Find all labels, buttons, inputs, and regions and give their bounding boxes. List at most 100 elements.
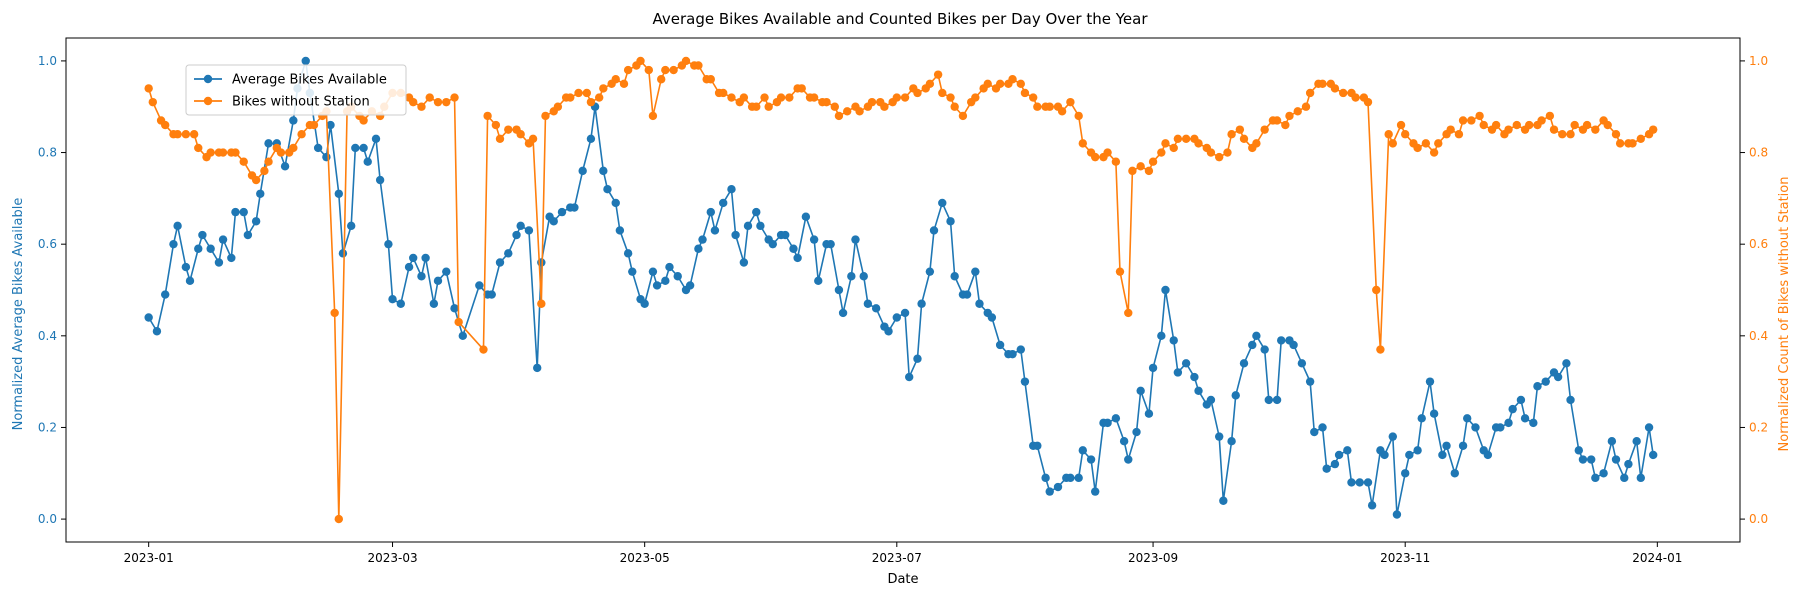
data-point: [1281, 120, 1290, 130]
data-point: [384, 239, 393, 249]
data-point: [371, 134, 381, 143]
y-tick-label-right: 1.0: [1749, 54, 1768, 68]
data-point: [578, 166, 587, 176]
series-line-1: [147, 60, 1654, 520]
data-point: [289, 116, 298, 125]
data-point: [719, 88, 728, 98]
data-point: [706, 75, 715, 84]
data-point: [537, 299, 546, 308]
data-point: [516, 130, 525, 139]
data-point: [1235, 125, 1245, 134]
data-point: [1611, 455, 1621, 464]
data-point: [239, 207, 248, 217]
legend-swatch-marker-0: [203, 74, 213, 84]
data-point: [946, 93, 955, 102]
data-point: [917, 299, 926, 308]
data-point: [425, 93, 434, 102]
data-point: [694, 61, 703, 70]
data-point: [987, 313, 997, 322]
data-point: [644, 65, 653, 75]
data-point: [1413, 143, 1422, 153]
data-point: [404, 262, 414, 272]
data-point: [251, 217, 261, 226]
series-markers-0: [144, 56, 1658, 519]
data-point: [950, 272, 959, 281]
data-point: [1520, 414, 1530, 423]
data-point: [1525, 120, 1534, 130]
data-point: [1318, 423, 1327, 432]
data-point: [814, 276, 823, 286]
y-tick-label-left: 0.2: [38, 420, 57, 434]
data-point: [731, 230, 740, 240]
data-point: [1384, 130, 1393, 139]
data-point: [1086, 455, 1096, 464]
x-axis-label: Date: [887, 572, 918, 587]
data-point: [1223, 148, 1232, 157]
data-point: [1380, 450, 1389, 460]
data-point: [892, 93, 901, 102]
data-point: [1339, 88, 1348, 98]
data-point: [1620, 473, 1629, 483]
data-point: [619, 79, 629, 89]
data-point: [1066, 473, 1075, 483]
data-point: [673, 272, 682, 281]
data-point: [582, 88, 591, 98]
data-point: [1479, 120, 1488, 130]
data-point: [743, 221, 753, 231]
data-point: [173, 221, 182, 231]
data-point: [194, 143, 203, 153]
y-tick-label-right: 0.6: [1749, 237, 1768, 251]
data-point: [442, 97, 451, 107]
data-point: [487, 290, 496, 299]
data-point: [1504, 418, 1513, 428]
data-point: [1582, 120, 1592, 130]
data-point: [1632, 437, 1641, 446]
data-point: [1450, 469, 1460, 478]
data-point: [1425, 377, 1435, 386]
data-point: [1545, 111, 1555, 121]
data-point: [239, 157, 248, 166]
data-point: [359, 116, 368, 125]
data-point: [1417, 414, 1426, 423]
data-point: [586, 97, 596, 107]
data-point: [1363, 478, 1373, 487]
data-point: [1504, 125, 1513, 134]
data-point: [1508, 404, 1517, 414]
data-point: [615, 226, 625, 235]
data-point: [1144, 166, 1154, 176]
data-point: [1438, 450, 1447, 460]
x-tick-label: 2023-01: [124, 551, 174, 565]
data-point: [1636, 473, 1646, 483]
data-point: [938, 88, 947, 98]
data-point: [871, 304, 881, 313]
data-point: [1305, 377, 1315, 386]
data-point: [161, 120, 170, 130]
data-point: [834, 285, 844, 295]
data-point: [1405, 450, 1414, 460]
data-point: [1091, 152, 1100, 162]
data-point: [1045, 102, 1054, 111]
data-point: [260, 166, 269, 176]
data-point: [781, 230, 790, 240]
data-point: [1392, 510, 1402, 519]
data-point: [1322, 464, 1331, 473]
data-point: [1388, 139, 1398, 148]
data-point: [1330, 84, 1340, 93]
data-point: [198, 230, 207, 240]
data-point: [1475, 111, 1484, 121]
data-point: [276, 148, 286, 157]
legend-swatch-marker-1: [203, 96, 213, 106]
data-point: [669, 65, 678, 75]
data-point: [1124, 308, 1133, 318]
data-point: [433, 97, 443, 107]
data-point: [892, 313, 901, 322]
data-point: [1297, 359, 1307, 368]
data-point: [206, 244, 215, 253]
data-point: [330, 308, 339, 318]
data-point: [206, 148, 215, 157]
data-point: [1119, 437, 1129, 446]
data-point: [665, 262, 674, 272]
data-point: [409, 97, 418, 107]
legend: Average Bikes Available Bikes without St…: [185, 64, 407, 116]
data-point: [144, 84, 153, 93]
